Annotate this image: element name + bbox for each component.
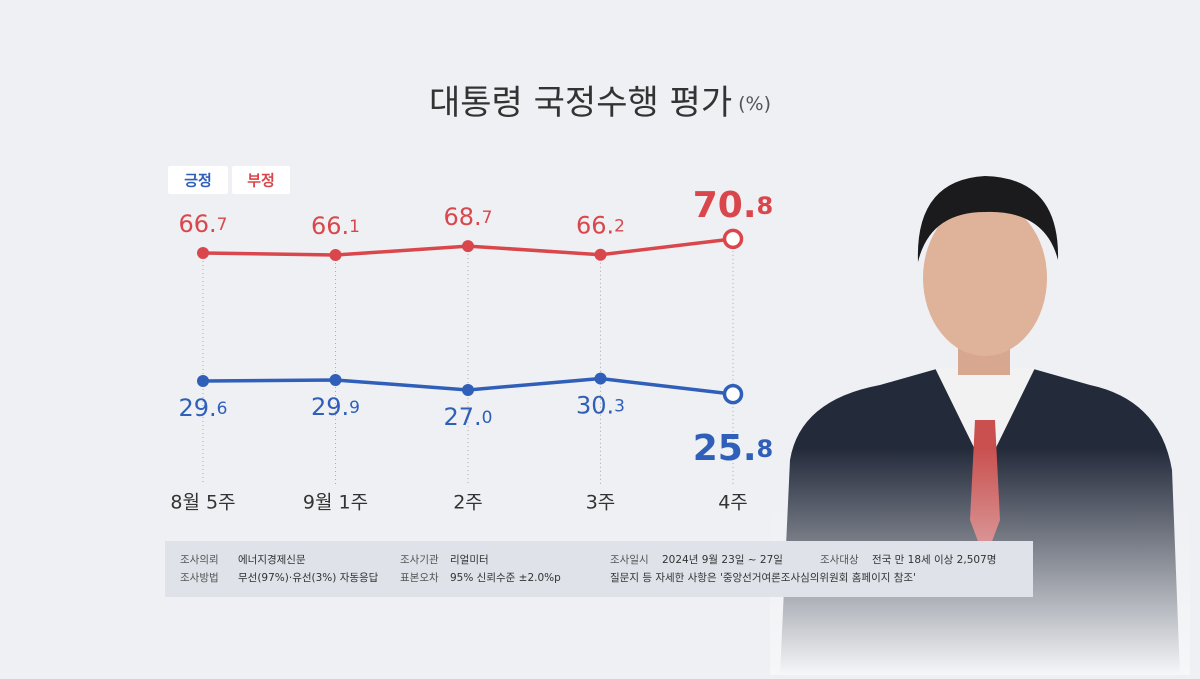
point <box>462 240 474 253</box>
unit: (%) <box>738 93 771 115</box>
info-label: 조사기관 <box>400 554 439 566</box>
chart-title: 대통령 국정수행 평가 (%) <box>429 83 771 123</box>
data-label: 29.9 <box>311 393 360 421</box>
info-label: 조사방법 <box>180 572 219 584</box>
photo <box>770 170 1190 675</box>
info-note: 질문지 등 자세한 사항은 '중앙선거여론조사심의위원회 홈페이지 참조' <box>610 571 916 584</box>
data-label: 29.6 <box>179 394 228 422</box>
info-label: 조사대상 <box>820 554 859 566</box>
info-value: 2024년 9월 23일 ~ 27일 <box>662 553 783 566</box>
x-tick-label: 9월 1주 <box>303 492 368 514</box>
point <box>462 383 474 396</box>
legend-label: 부정 <box>247 172 275 190</box>
info-label: 조사일시 <box>610 553 649 566</box>
x-tick-label: 4주 <box>718 492 748 514</box>
info-value: 95% 신뢰수준 ±2.0%p <box>450 572 561 584</box>
x-tick-label: 3주 <box>586 492 616 514</box>
data-label: 70.8 <box>693 185 773 226</box>
legend-label: 긍정 <box>184 172 212 190</box>
data-label: 66.7 <box>179 210 228 238</box>
info-label: 표본오차 <box>400 572 439 584</box>
survey-box <box>165 541 1033 597</box>
point <box>197 246 209 259</box>
data-label: 68.7 <box>444 203 493 231</box>
info-label: 조사의뢰 <box>180 554 219 566</box>
x-tick-label: 8월 5주 <box>170 492 235 514</box>
x-tick-label: 2주 <box>453 492 483 514</box>
point <box>722 228 744 250</box>
info-value: 에너지경제신문 <box>238 553 306 566</box>
point <box>722 383 744 405</box>
title: 대통령 국정수행 평가 <box>429 83 732 123</box>
data-label: 25.8 <box>693 428 773 469</box>
point <box>594 372 607 385</box>
legend-box <box>232 166 290 194</box>
info-value: 전국 만 18세 이상 2,507명 <box>872 554 996 566</box>
info-value: 리얼미터 <box>450 554 489 566</box>
legend-box <box>168 166 228 194</box>
data-label: 30.3 <box>576 392 625 420</box>
point <box>197 374 209 387</box>
point <box>594 248 607 261</box>
point <box>329 249 342 262</box>
info-value: 무선(97%)·유선(3%) 자동응답 <box>238 572 379 584</box>
point <box>329 373 342 386</box>
data-label: 66.2 <box>576 212 625 240</box>
data-label: 27.0 <box>444 403 493 431</box>
data-label: 66.1 <box>311 212 360 240</box>
